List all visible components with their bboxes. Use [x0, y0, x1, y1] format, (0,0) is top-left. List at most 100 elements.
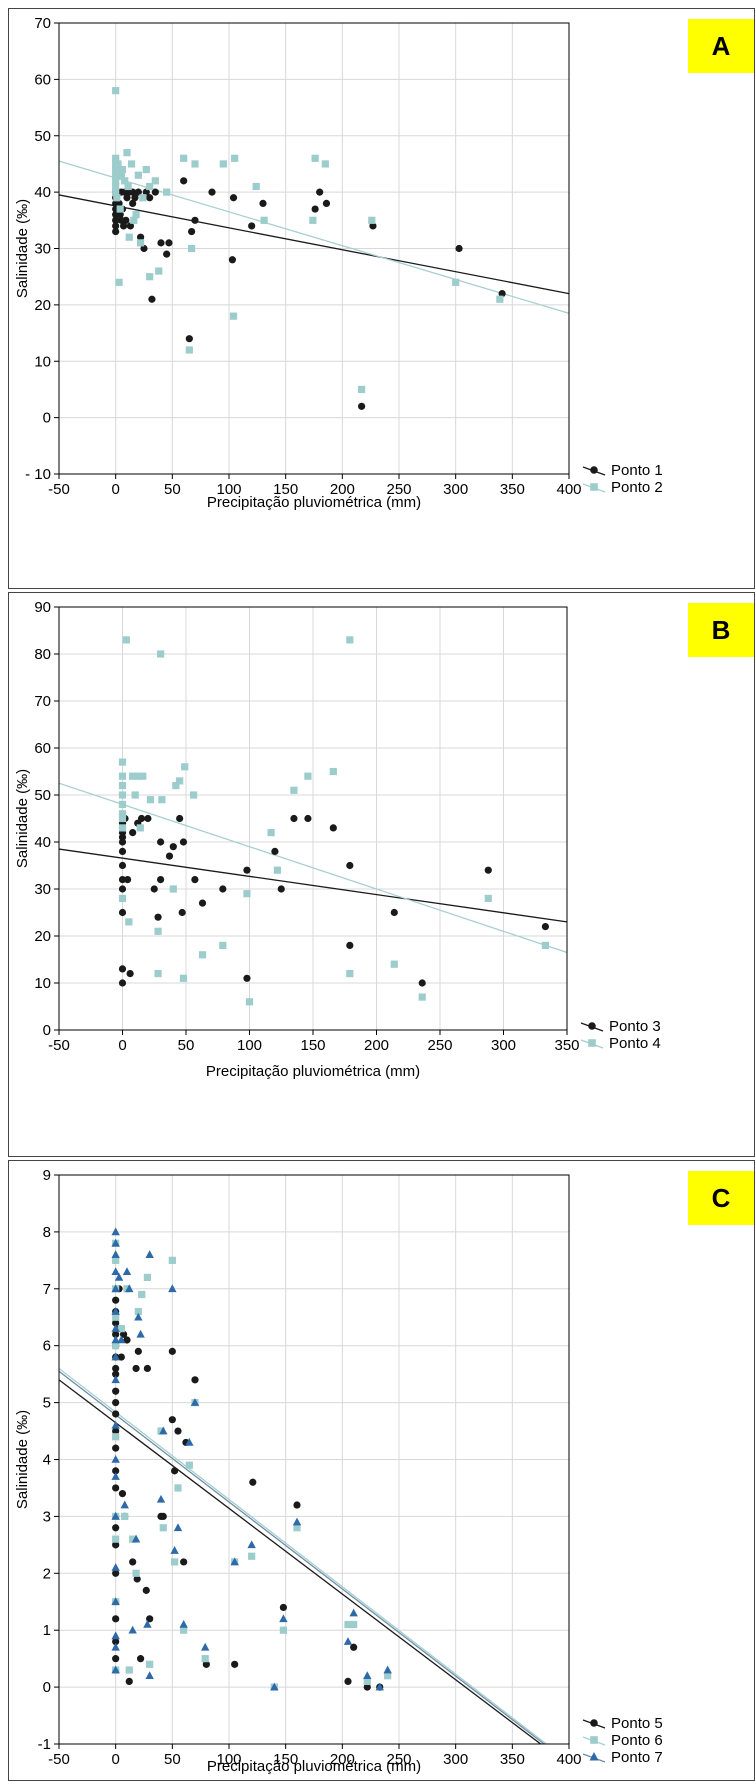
data-point: [180, 177, 188, 185]
data-point: [198, 951, 207, 959]
data-point: [112, 1427, 120, 1435]
data-point: [248, 222, 256, 230]
data-point: [311, 154, 319, 162]
data-point: [125, 233, 133, 241]
data-point: [168, 1347, 176, 1355]
data-point: [112, 182, 120, 191]
y-tick-label: 10: [34, 353, 51, 370]
data-point: [137, 1655, 145, 1663]
x-tick-label: -50: [48, 1751, 70, 1768]
data-point: [179, 838, 188, 846]
y-tick-label: 20: [34, 928, 51, 945]
data-point: [118, 758, 127, 766]
data-point: [185, 346, 193, 354]
data-point: [118, 800, 127, 808]
data-point: [185, 1461, 193, 1469]
data-point: [137, 233, 145, 241]
data-point: [168, 1284, 177, 1293]
data-point: [358, 402, 366, 410]
data-point: [329, 767, 337, 776]
data-point: [111, 1563, 120, 1571]
data-point: [178, 908, 186, 917]
data-point: [112, 177, 120, 185]
data-point: [134, 772, 142, 780]
data-point: [247, 1540, 256, 1549]
data-point: [112, 87, 120, 95]
x-axis-label: Precipitação pluviométrica (mm): [207, 494, 421, 511]
data-point: [304, 772, 312, 780]
x-tick-label: 300: [491, 1037, 516, 1054]
data-point: [112, 1399, 120, 1407]
x-tick-label: 200: [364, 1037, 389, 1054]
x-axis-label: Precipitação pluviométrica (mm): [206, 1063, 420, 1080]
x-axis-label: Precipitação pluviométrica (mm): [207, 1758, 421, 1775]
x-tick-label: 50: [178, 1037, 195, 1054]
data-point: [375, 1682, 384, 1691]
panel-label-a: A: [688, 19, 754, 73]
data-point: [122, 636, 130, 644]
legend-marker: [590, 1736, 598, 1744]
data-point: [229, 194, 238, 202]
x-tick-label: 350: [500, 481, 525, 498]
data-point: [169, 885, 177, 893]
y-tick-label: 50: [34, 787, 51, 804]
data-point: [243, 866, 251, 874]
data-point: [358, 385, 366, 394]
data-point: [131, 791, 139, 799]
data-point: [157, 650, 165, 658]
data-point: [117, 171, 125, 179]
data-point: [129, 772, 137, 780]
data-point: [228, 256, 236, 264]
data-point: [191, 160, 199, 168]
x-tick-label: 150: [273, 481, 298, 498]
data-point: [154, 927, 162, 935]
data-point: [112, 1524, 120, 1532]
data-point: [148, 295, 156, 303]
x-tick-label: 0: [111, 1751, 119, 1768]
x-tick-label: 350: [554, 1037, 579, 1054]
data-point: [134, 1312, 143, 1321]
data-point: [112, 1535, 120, 1543]
data-point: [146, 182, 154, 191]
data-point: [129, 829, 137, 837]
data-point: [321, 160, 329, 168]
x-tick-label: 200: [330, 481, 355, 498]
data-point: [219, 941, 227, 949]
data-point: [130, 216, 138, 224]
data-point: [123, 149, 131, 157]
data-point: [329, 824, 337, 832]
data-point: [151, 188, 159, 196]
data-point: [111, 1352, 120, 1361]
data-point: [146, 194, 154, 202]
data-point: [157, 239, 165, 247]
legend-label: Ponto 5: [611, 1715, 663, 1732]
data-point: [188, 227, 196, 236]
y-axis-label: Salinidade (‰): [14, 199, 31, 298]
x-tick-label: 50: [164, 1751, 181, 1768]
data-point: [146, 1615, 154, 1623]
y-tick-label: 0: [43, 410, 51, 427]
data-point: [112, 1655, 120, 1663]
legend-marker: [588, 1039, 596, 1047]
data-point: [498, 290, 506, 298]
data-point: [172, 782, 180, 790]
x-tick-label: 100: [237, 1037, 262, 1054]
data-point: [190, 1398, 200, 1406]
data-point: [304, 814, 312, 823]
data-point: [112, 1569, 120, 1577]
regression-line: [59, 194, 569, 295]
data-point: [350, 1620, 358, 1629]
data-point: [309, 216, 317, 224]
data-point: [165, 852, 174, 860]
data-point: [131, 1534, 141, 1543]
data-point: [176, 814, 184, 823]
data-point: [202, 1660, 210, 1668]
data-point: [136, 1329, 145, 1338]
data-point: [346, 636, 354, 644]
data-point: [290, 814, 298, 823]
data-point: [112, 222, 120, 230]
y-axis-label: Salinidade (‰): [14, 1410, 31, 1509]
data-point: [118, 814, 127, 823]
data-point: [165, 239, 173, 247]
data-point: [112, 1296, 120, 1304]
